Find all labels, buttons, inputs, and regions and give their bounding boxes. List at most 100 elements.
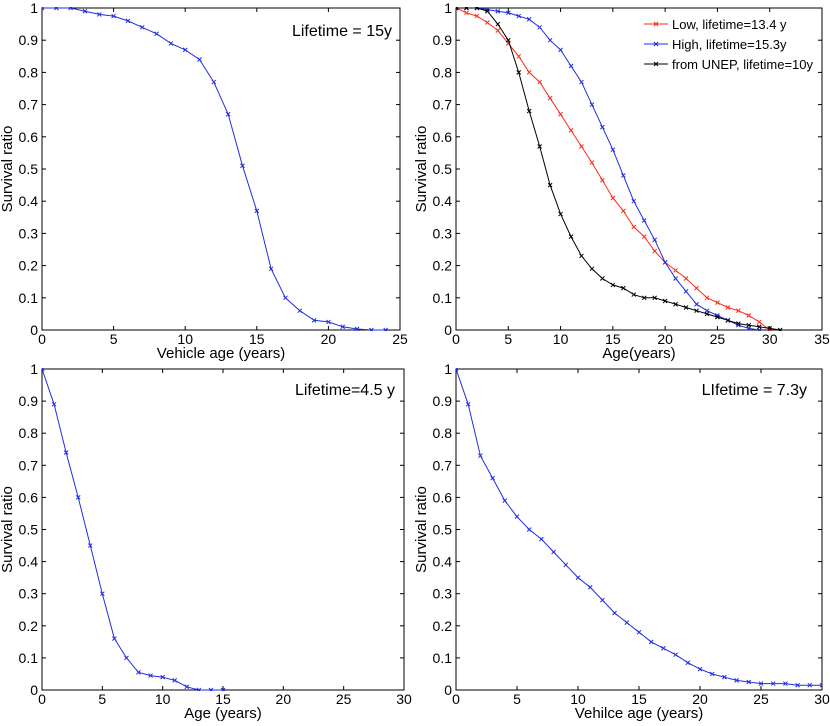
- data-point: [526, 16, 532, 22]
- x-tick-label: 25: [753, 691, 769, 707]
- y-tick-label: 0.2: [19, 618, 39, 634]
- data-point: [662, 260, 668, 265]
- chart-title: Lifetime = 15y: [292, 23, 392, 40]
- y-tick-label: 1: [444, 0, 452, 16]
- data-point: [568, 128, 574, 133]
- y-tick-label: 0.3: [433, 225, 453, 241]
- data-point: [139, 24, 145, 30]
- legend-label: from UNEP, lifetime=10y: [672, 57, 814, 72]
- data-point: [612, 610, 617, 616]
- data-point: [641, 295, 647, 301]
- y-tick-label: 0.5: [433, 161, 453, 177]
- x-axis-label: Vehilce age (years): [575, 705, 703, 722]
- x-tick-label: 10: [570, 691, 586, 707]
- data-point: [96, 12, 102, 17]
- series-line: [456, 368, 822, 686]
- data-point: [600, 276, 605, 281]
- data-point: [715, 300, 720, 305]
- data-point: [600, 177, 605, 183]
- data-point: [268, 266, 274, 272]
- data-point: [160, 674, 166, 680]
- legend-label: Low, lifetime=13.4 y: [672, 17, 787, 32]
- data-point: [547, 182, 553, 188]
- chart-title: LIfetime = 7.3y: [702, 382, 807, 399]
- data-point: [652, 237, 658, 243]
- x-tick-label: 20: [276, 691, 292, 707]
- data-point: [579, 144, 584, 149]
- data-point: [610, 195, 616, 201]
- data-point: [620, 173, 626, 178]
- data-point: [600, 124, 605, 130]
- data-point: [568, 63, 574, 69]
- y-tick-label: 0.6: [19, 489, 39, 505]
- y-tick-label: 0.6: [433, 129, 453, 145]
- data-point: [547, 95, 553, 101]
- data-point: [694, 285, 699, 291]
- series-1: [42, 368, 226, 691]
- data-point: [485, 20, 490, 25]
- data-point: [516, 53, 522, 59]
- data-point: [505, 10, 511, 16]
- x-tick-label: 15: [605, 331, 621, 347]
- chart-title: Lifetime=4.5 y: [295, 382, 395, 399]
- data-point: [694, 301, 699, 307]
- y-tick-label: 0.3: [433, 586, 453, 602]
- data-point: [124, 655, 129, 661]
- y-tick-label: 0.7: [433, 457, 453, 473]
- data-point: [99, 591, 105, 597]
- data-point: [636, 629, 642, 635]
- data-point: [340, 324, 346, 330]
- data-point: [725, 317, 731, 323]
- data-point: [516, 13, 522, 19]
- data-point: [539, 536, 544, 542]
- data-point: [661, 645, 666, 651]
- data-point: [51, 401, 57, 407]
- data-point: [587, 584, 593, 590]
- x-tick-label: 10: [177, 331, 193, 347]
- y-axis-label: Survival ratio: [0, 126, 16, 213]
- x-tick-label: 30: [814, 691, 830, 707]
- y-tick-label: 0.1: [433, 650, 453, 666]
- data-point: [311, 317, 317, 323]
- data-point: [631, 224, 637, 230]
- y-tick-label: 0.7: [19, 457, 39, 473]
- x-axis-label: Age (years): [184, 705, 262, 722]
- y-tick-label: 0.2: [19, 258, 39, 274]
- y-tick-label: 0.9: [19, 32, 39, 48]
- data-point: [485, 8, 490, 14]
- data-point: [82, 8, 88, 14]
- y-tick-label: 0.4: [433, 193, 453, 209]
- data-point: [819, 682, 822, 688]
- y-tick-label: 0.5: [19, 522, 39, 538]
- plot-frame: [41, 7, 401, 331]
- data-point: [240, 163, 245, 169]
- data-point: [495, 21, 501, 27]
- data-point: [474, 7, 480, 11]
- data-point: [673, 276, 678, 281]
- data-point: [383, 327, 389, 331]
- data-point: [68, 7, 73, 11]
- y-axis-label: Survival ratio: [413, 126, 430, 213]
- data-point: [53, 7, 59, 11]
- data-point: [514, 514, 520, 520]
- y-tick-label: 0: [30, 682, 38, 698]
- data-point: [495, 28, 501, 33]
- series-3: [456, 7, 783, 331]
- y-tick-label: 0.8: [19, 64, 39, 80]
- data-point: [704, 311, 710, 317]
- y-tick-label: 0.5: [19, 161, 39, 177]
- data-point: [478, 453, 483, 459]
- y-axis-label: Survival ratio: [0, 486, 16, 573]
- data-point: [589, 102, 595, 107]
- data-point: [652, 295, 658, 301]
- data-point: [537, 79, 543, 85]
- data-point: [725, 305, 731, 310]
- x-tick-label: 0: [38, 691, 46, 707]
- data-point: [211, 79, 217, 85]
- data-point: [624, 620, 630, 625]
- y-tick-label: 0.1: [19, 650, 39, 666]
- y-tick-label: 0.2: [433, 618, 453, 634]
- data-point: [600, 597, 605, 603]
- data-point: [709, 671, 715, 677]
- series-line: [456, 7, 760, 331]
